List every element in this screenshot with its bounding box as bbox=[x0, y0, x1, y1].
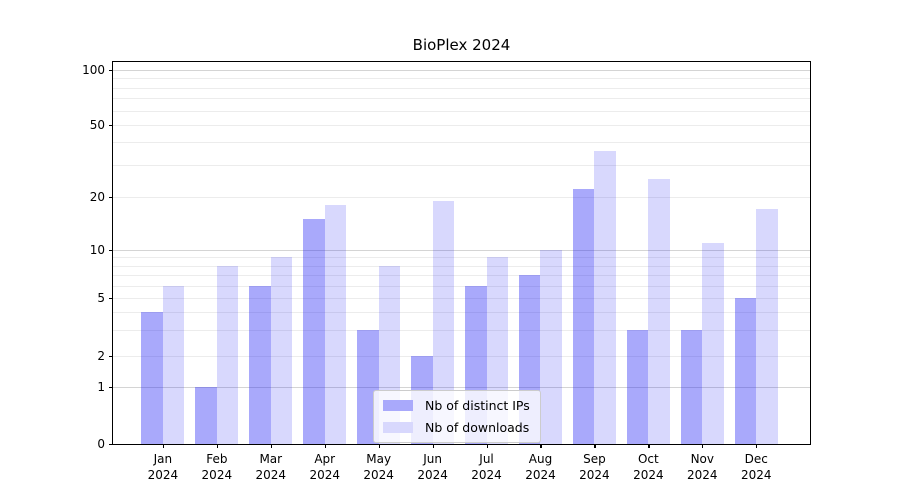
x-tick-label: Mar 2024 bbox=[255, 452, 287, 482]
gridline-minor bbox=[113, 87, 810, 89]
bar-downloads-feb bbox=[216, 265, 239, 444]
gridline-major bbox=[113, 70, 810, 71]
gridline-major bbox=[113, 387, 810, 389]
y-tick-mark bbox=[109, 250, 113, 252]
x-tick-label: Jun 2024 bbox=[417, 452, 448, 482]
bar-downloads-mar bbox=[270, 257, 293, 444]
y-tick-label: 20 bbox=[89, 189, 105, 204]
gridline-minor bbox=[113, 110, 810, 112]
bar-downloads-jun bbox=[432, 200, 455, 444]
y-tick-mark bbox=[109, 298, 113, 300]
legend-item-distinct-ips: Nb of distinct IPs bbox=[383, 398, 530, 413]
legend-label-downloads: Nb of downloads bbox=[425, 420, 530, 435]
y-tick-mark bbox=[109, 70, 113, 72]
gridline-minor bbox=[113, 98, 810, 100]
x-tick-mark bbox=[270, 444, 272, 448]
bar-downloads-dec bbox=[756, 209, 778, 444]
chart-title: BioPlex 2024 bbox=[412, 36, 511, 54]
x-tick-mark bbox=[756, 444, 758, 448]
x-tick-mark bbox=[486, 444, 488, 448]
bar-downloads-nov bbox=[702, 242, 724, 444]
y-tick-label: 2 bbox=[97, 349, 105, 363]
bar-distinct-ips-mar bbox=[249, 285, 271, 444]
gridline-major bbox=[113, 250, 810, 251]
legend-swatch-distinct-ips bbox=[383, 400, 413, 411]
plot-area: Nb of distinct IPs Nb of downloads bbox=[112, 61, 811, 445]
bar-downloads-aug bbox=[540, 250, 562, 444]
x-tick-mark bbox=[162, 444, 165, 448]
y-tick-label: 5 bbox=[97, 291, 105, 306]
x-tick-label: Feb 2024 bbox=[201, 452, 233, 482]
bar-distinct-ips-nov bbox=[680, 330, 703, 444]
bar-distinct-ips-sep bbox=[572, 189, 595, 444]
bar-downloads-oct bbox=[648, 179, 670, 444]
y-tick-label: 0 bbox=[97, 437, 105, 451]
y-tick-mark bbox=[109, 196, 113, 198]
gridline-minor bbox=[113, 285, 810, 287]
x-tick-label: Jan 2024 bbox=[147, 452, 179, 482]
bar-distinct-ips-oct bbox=[626, 330, 649, 444]
gridline-minor bbox=[113, 265, 810, 267]
x-tick-mark bbox=[594, 444, 596, 448]
legend-label-distinct-ips: Nb of distinct IPs bbox=[425, 398, 530, 413]
x-tick-label: Jul 2024 bbox=[471, 452, 502, 482]
x-tick-mark bbox=[540, 444, 542, 448]
gridline-minor bbox=[113, 298, 810, 300]
legend-item-downloads: Nb of downloads bbox=[383, 420, 530, 435]
x-tick-mark bbox=[324, 444, 326, 448]
gridline-minor bbox=[113, 356, 810, 357]
x-tick-mark bbox=[432, 444, 434, 448]
legend-swatch-downloads bbox=[383, 422, 413, 433]
gridline-minor bbox=[113, 257, 810, 259]
x-tick-label: Nov 2024 bbox=[687, 452, 718, 482]
gridline-minor bbox=[113, 142, 810, 144]
bar-downloads-apr bbox=[324, 204, 347, 444]
gridline-minor bbox=[113, 125, 810, 126]
x-tick-label: Apr 2024 bbox=[309, 452, 340, 482]
x-tick-mark bbox=[378, 444, 380, 448]
x-tick-mark bbox=[648, 444, 650, 448]
gridline-minor bbox=[113, 196, 810, 198]
x-tick-label: Oct 2024 bbox=[633, 452, 664, 482]
y-tick-mark bbox=[109, 444, 113, 446]
x-tick-label: Dec 2024 bbox=[740, 452, 772, 482]
legend: Nb of distinct IPs Nb of downloads bbox=[373, 390, 541, 443]
gridline-minor bbox=[113, 164, 810, 166]
x-tick-label: Aug 2024 bbox=[525, 452, 556, 482]
gridline-minor bbox=[113, 78, 810, 80]
gridline-minor bbox=[113, 330, 810, 332]
bar-distinct-ips-jan bbox=[141, 312, 163, 444]
bar-downloads-jan bbox=[162, 285, 185, 444]
y-tick-mark bbox=[109, 387, 113, 389]
y-tick-label: 1 bbox=[97, 380, 105, 395]
bar-downloads-sep bbox=[594, 150, 616, 444]
gridline-minor bbox=[113, 312, 810, 314]
y-tick-label: 100 bbox=[82, 63, 105, 77]
bar-distinct-ips-feb bbox=[195, 387, 217, 444]
gridline-minor bbox=[113, 274, 810, 276]
x-tick-mark bbox=[216, 444, 219, 448]
x-tick-mark bbox=[702, 444, 704, 448]
y-tick-mark bbox=[109, 356, 113, 358]
y-tick-label: 50 bbox=[89, 118, 105, 132]
x-tick-label: May 2024 bbox=[363, 452, 394, 482]
x-tick-label: Sep 2024 bbox=[579, 452, 610, 482]
bar-distinct-ips-dec bbox=[734, 298, 757, 444]
y-tick-mark bbox=[109, 125, 113, 127]
bar-distinct-ips-apr bbox=[303, 218, 325, 444]
y-tick-label: 10 bbox=[89, 243, 105, 257]
